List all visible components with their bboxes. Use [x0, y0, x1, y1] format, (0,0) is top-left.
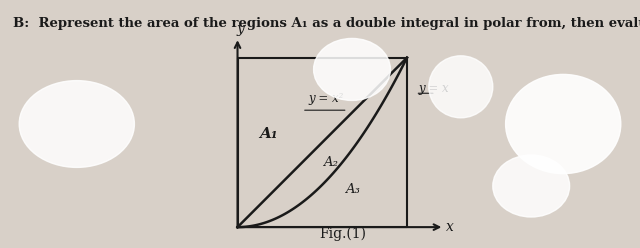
Text: A₂: A₂ [323, 156, 338, 169]
Text: A₁: A₁ [259, 127, 277, 141]
Text: y: y [237, 22, 245, 36]
Text: A₃: A₃ [345, 183, 360, 196]
Text: y = x: y = x [419, 82, 449, 95]
Text: x: x [446, 220, 454, 234]
Text: Fig.(1): Fig.(1) [319, 226, 366, 241]
Text: y = x²: y = x² [308, 92, 343, 105]
Text: B:  Represent the area of the regions A₁ as a double integral in polar from, the: B: Represent the area of the regions A₁ … [13, 17, 640, 30]
